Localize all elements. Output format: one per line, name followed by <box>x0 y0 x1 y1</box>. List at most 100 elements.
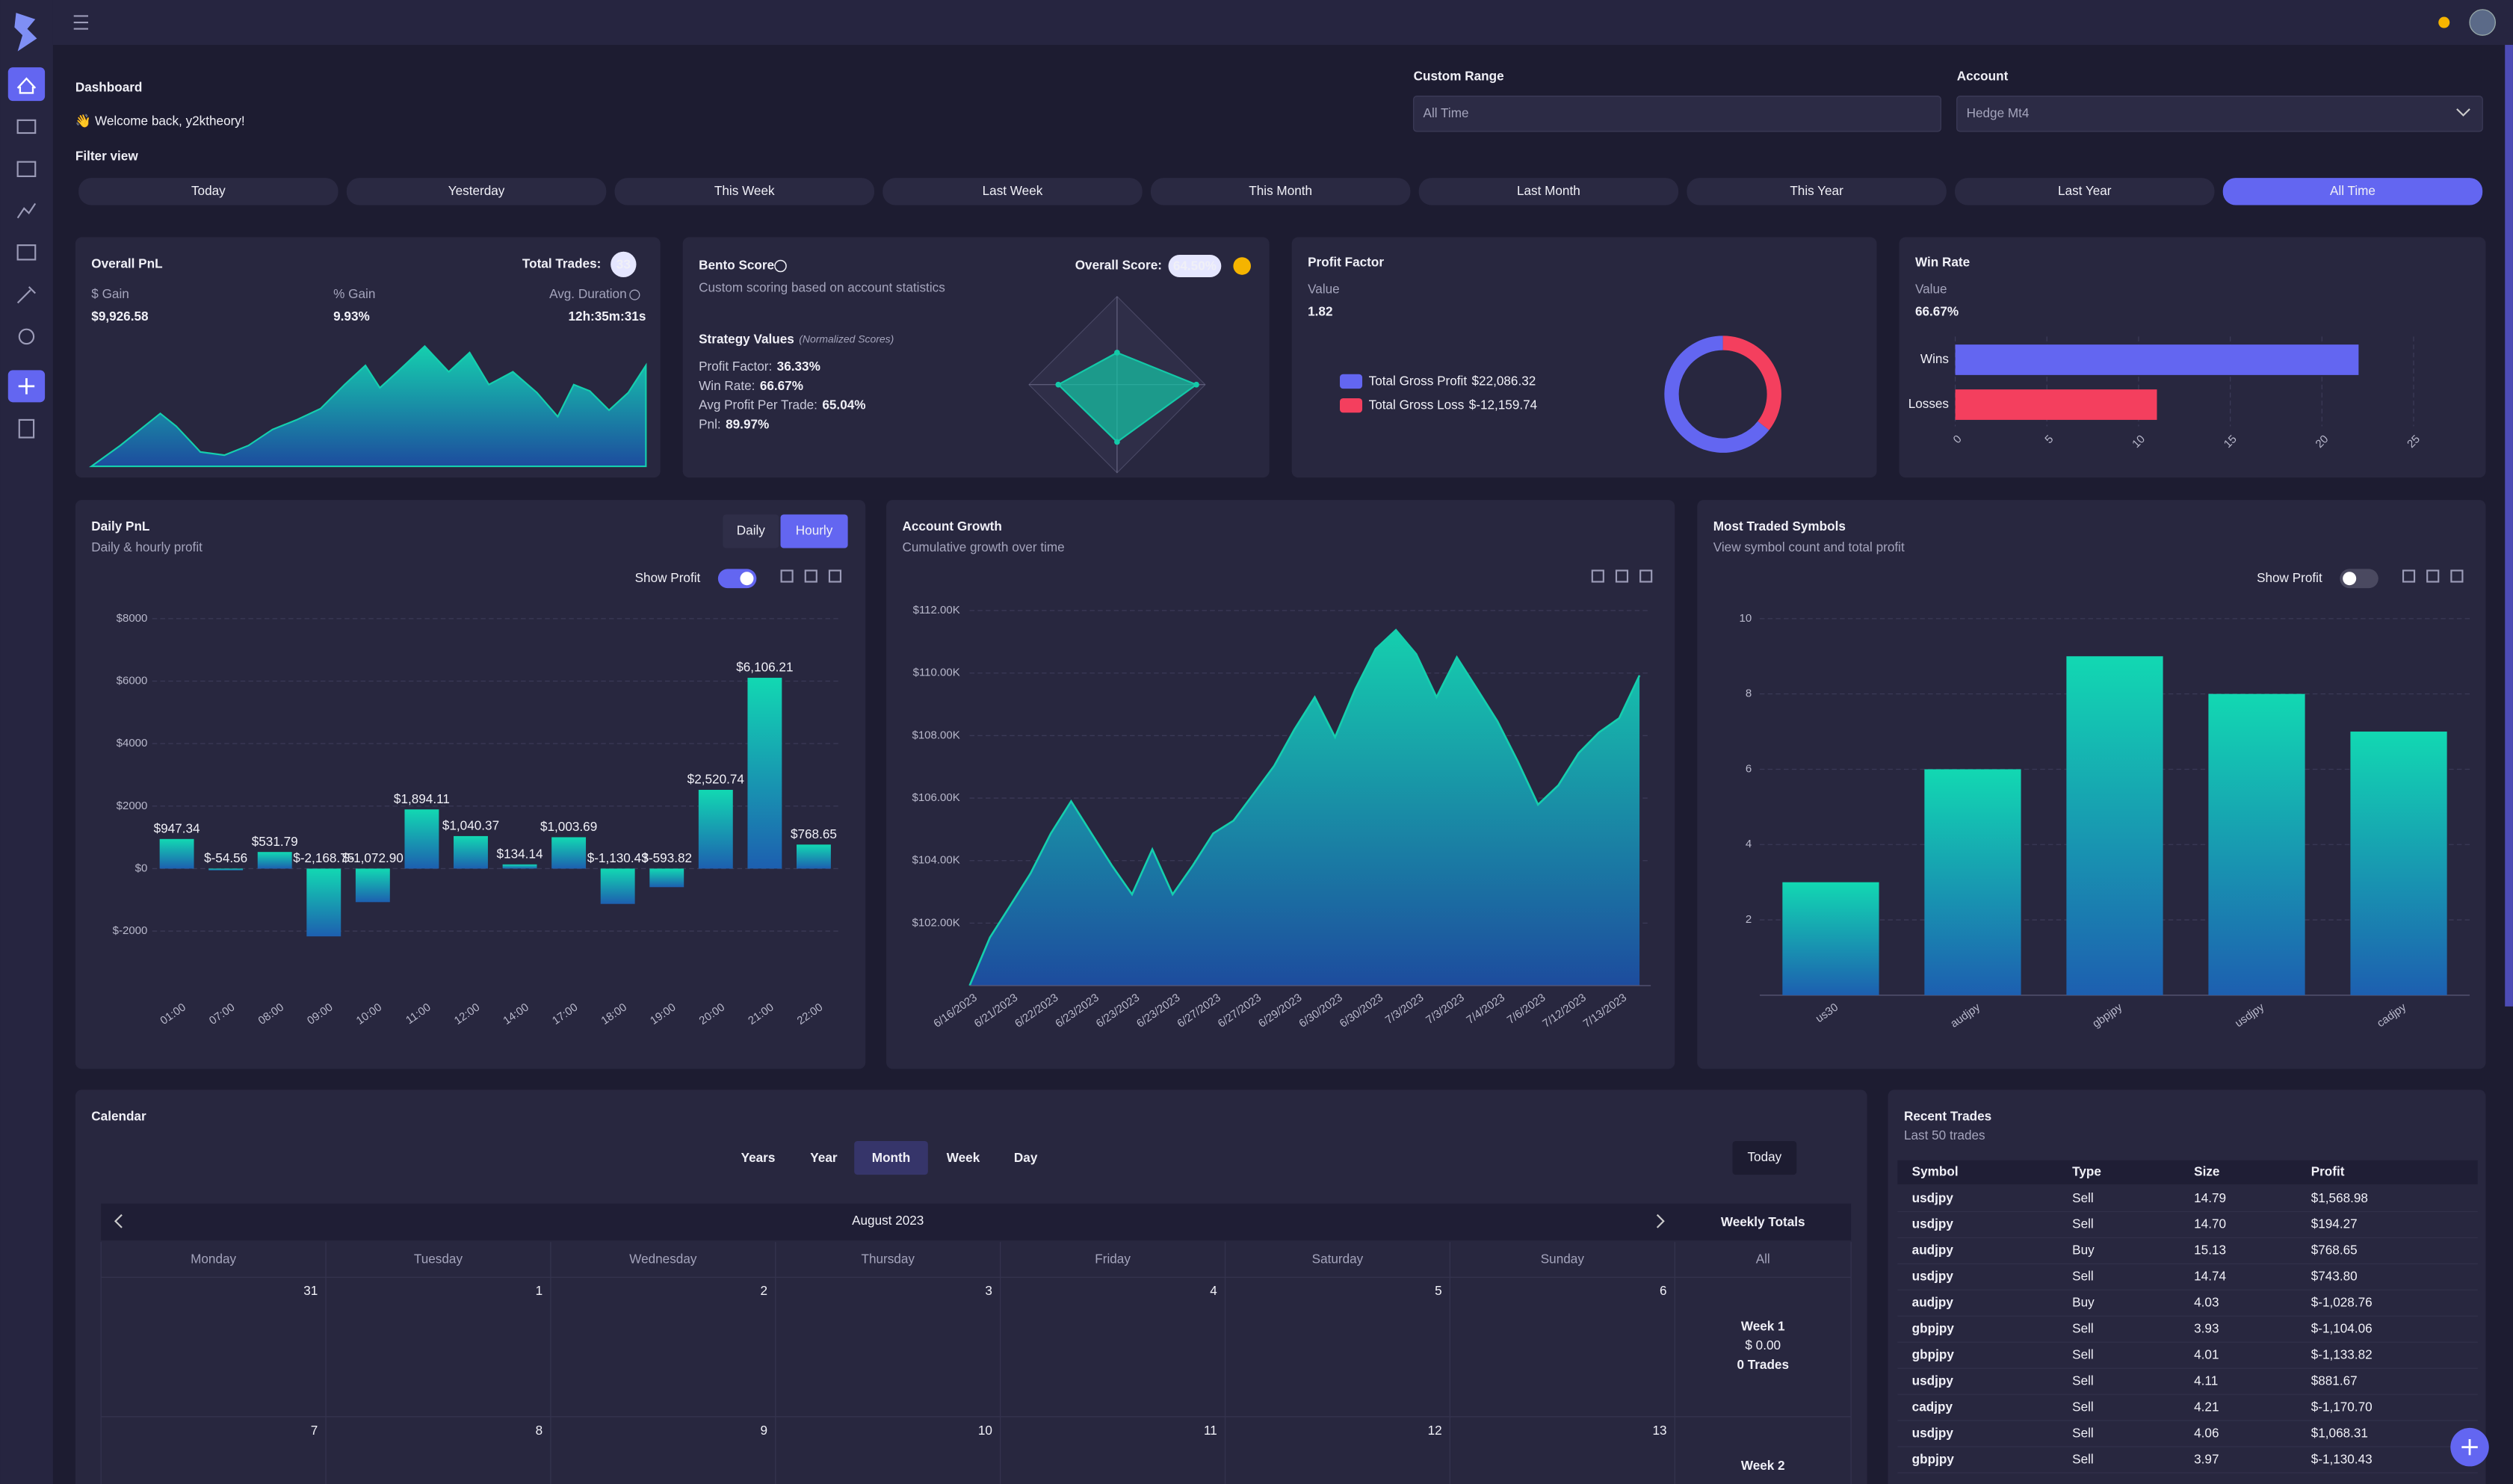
menu-toggle[interactable] <box>73 15 89 30</box>
view-button[interactable]: Years <box>741 1150 776 1165</box>
recent-trades-card <box>1888 1089 2486 1484</box>
nav-library[interactable] <box>16 244 37 261</box>
chart-tool[interactable] <box>780 569 794 583</box>
filter-button-label: Last Month <box>1517 183 1580 198</box>
bar <box>747 678 782 869</box>
weekly-totals: Weekly Totals <box>1721 1214 1805 1229</box>
nav-tools[interactable] <box>16 286 36 304</box>
chart-tool[interactable] <box>2450 569 2464 583</box>
table-cell: $-1,028.76 <box>2311 1295 2373 1310</box>
today-button[interactable] <box>1732 1141 1797 1175</box>
data-label: $768.65 <box>791 826 837 841</box>
select-input[interactable] <box>1413 96 1941 132</box>
stat-label: Value <box>1915 282 1947 297</box>
filter-button[interactable] <box>346 178 607 205</box>
column-header: Type <box>2072 1163 2101 1178</box>
nav-analytics[interactable] <box>16 202 37 219</box>
table-cell: 15.13 <box>2194 1243 2226 1258</box>
filter-label: Filter view <box>75 149 138 164</box>
nav-add-icon[interactable] <box>18 378 35 395</box>
select-value: All Time <box>1424 105 1469 120</box>
weekday: Friday <box>1095 1251 1131 1266</box>
strategy-label: Win Rate: <box>699 377 755 392</box>
mode-button[interactable] <box>723 514 779 548</box>
filter-button[interactable] <box>614 178 874 205</box>
score-emoji <box>1233 257 1251 275</box>
nav-import[interactable] <box>18 418 35 439</box>
table-cell: $-1,104.06 <box>2311 1321 2373 1336</box>
legend-entry: Total Gross Profit $22,086.32 <box>1369 373 1536 388</box>
view-button[interactable]: Week <box>947 1150 980 1165</box>
mode-button[interactable] <box>780 514 848 548</box>
view-button[interactable]: Year <box>810 1150 838 1165</box>
data-label: $-54.56 <box>204 850 247 865</box>
view-active[interactable] <box>854 1141 928 1175</box>
strategy-line: Profit Factor: 36.33% <box>699 359 820 374</box>
strategy-line: Pnl: 89.97% <box>699 416 769 431</box>
table-cell: cadjpy <box>1912 1399 1953 1414</box>
table-cell: 14.70 <box>2194 1216 2226 1231</box>
filter-button[interactable] <box>1687 178 1947 205</box>
y-tick-label: $108.00K <box>912 729 959 741</box>
select-input[interactable] <box>1956 96 2483 132</box>
filter-button[interactable] <box>1955 178 2215 205</box>
y-tick-label: $104.00K <box>912 854 959 867</box>
chart-tool[interactable] <box>828 569 842 583</box>
y-tick-label: $106.00K <box>912 791 959 804</box>
filter-button[interactable] <box>78 178 339 205</box>
nav-settings[interactable] <box>18 328 35 345</box>
table-header <box>1897 1160 2478 1184</box>
filter-button[interactable] <box>2222 178 2483 205</box>
view-button[interactable]: Day <box>1014 1150 1038 1165</box>
table-cell: 4.06 <box>2194 1425 2219 1440</box>
bar <box>355 868 390 903</box>
stat-label: $ Gain <box>91 286 129 301</box>
toggle-label: Show Profit <box>635 570 701 585</box>
table-cell: $-1,133.82 <box>2311 1347 2373 1362</box>
table-cell: Sell <box>2072 1321 2094 1336</box>
strategy-title: Strategy Values <box>699 331 794 346</box>
nav-home[interactable] <box>16 77 37 94</box>
filter-button[interactable] <box>1150 178 1411 205</box>
view-button[interactable]: Month <box>872 1150 910 1165</box>
bar <box>600 868 635 904</box>
filter-button[interactable] <box>883 178 1143 205</box>
bar <box>1924 769 2021 995</box>
table-cell: $768.65 <box>2311 1243 2358 1258</box>
info-icon <box>774 259 787 273</box>
y-tick-label: 6 <box>1746 762 1752 775</box>
chart-tool[interactable] <box>2426 569 2440 583</box>
bar <box>1955 344 2359 375</box>
chart-tool[interactable] <box>804 569 817 583</box>
data-label: $947.34 <box>154 820 200 835</box>
table-cell: 14.74 <box>2194 1269 2226 1284</box>
nav-active[interactable] <box>7 67 46 102</box>
filter-button-label: Last Week <box>983 183 1043 198</box>
avatar[interactable] <box>2469 9 2497 36</box>
sidebar-icons[interactable] <box>7 67 46 439</box>
donut-segment <box>1664 336 1769 453</box>
theme-toggle[interactable] <box>2438 16 2450 28</box>
weekday: Saturday <box>1312 1251 1364 1266</box>
prev-month[interactable] <box>114 1214 123 1228</box>
card-title: Calendar <box>91 1108 146 1123</box>
nav-notebook[interactable] <box>16 161 37 177</box>
y-tick-label: $-2000 <box>113 924 148 937</box>
table-cell: usdjpy <box>1912 1190 1954 1205</box>
chart-tool[interactable] <box>1591 569 1604 583</box>
filter-button[interactable] <box>1418 178 1679 205</box>
legend-swatch <box>1340 374 1363 389</box>
strategy-value: 66.67% <box>760 377 803 392</box>
chart-tool[interactable] <box>2402 569 2416 583</box>
data-label: $2,520.74 <box>687 772 745 787</box>
bar <box>1955 389 2157 420</box>
nav-journal[interactable] <box>16 119 37 135</box>
chart-tool[interactable] <box>1615 569 1629 583</box>
bar <box>551 837 587 869</box>
chart-tool[interactable] <box>1639 569 1653 583</box>
calendar-date: 6 <box>1660 1283 1667 1298</box>
x-tick-label: 10 <box>2130 433 2148 451</box>
next-month[interactable] <box>1656 1214 1665 1228</box>
strategy-label: Pnl: <box>699 416 721 431</box>
